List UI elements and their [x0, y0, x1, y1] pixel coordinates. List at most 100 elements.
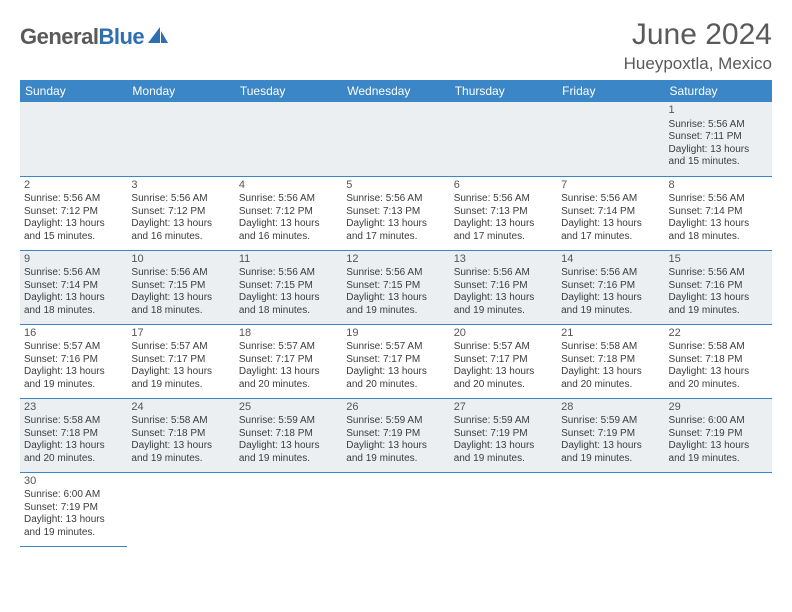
daylight-text: and 16 minutes. [131, 231, 230, 244]
weekday-header: Saturday [665, 80, 772, 102]
weekday-header-row: SundayMondayTuesdayWednesdayThursdayFrid… [20, 80, 772, 102]
daylight-text: Daylight: 13 hours [239, 292, 338, 305]
daylight-text: Daylight: 13 hours [561, 292, 660, 305]
weekday-header: Thursday [450, 80, 557, 102]
sunrise-text: Sunrise: 5:56 AM [669, 193, 768, 206]
calendar-day-cell: 26Sunrise: 5:59 AMSunset: 7:19 PMDayligh… [342, 398, 449, 472]
calendar-week-row: 16Sunrise: 5:57 AMSunset: 7:16 PMDayligh… [20, 324, 772, 398]
sunset-text: Sunset: 7:15 PM [239, 280, 338, 293]
day-number: 15 [669, 253, 768, 267]
day-number: 6 [454, 179, 553, 193]
calendar-day-cell: 19Sunrise: 5:57 AMSunset: 7:17 PMDayligh… [342, 324, 449, 398]
sunset-text: Sunset: 7:18 PM [669, 354, 768, 367]
calendar-week-row: 1Sunrise: 5:56 AMSunset: 7:11 PMDaylight… [20, 102, 772, 176]
daylight-text: Daylight: 13 hours [24, 366, 123, 379]
daylight-text: Daylight: 13 hours [24, 514, 123, 527]
calendar-day-cell: 23Sunrise: 5:58 AMSunset: 7:18 PMDayligh… [20, 398, 127, 472]
brand-blue: Blue [98, 24, 144, 49]
daylight-text: and 19 minutes. [561, 453, 660, 466]
sunset-text: Sunset: 7:16 PM [561, 280, 660, 293]
calendar-day-cell: 11Sunrise: 5:56 AMSunset: 7:15 PMDayligh… [235, 250, 342, 324]
daylight-text: and 17 minutes. [346, 231, 445, 244]
daylight-text: Daylight: 13 hours [24, 292, 123, 305]
calendar-empty-cell [557, 102, 664, 176]
daylight-text: Daylight: 13 hours [131, 366, 230, 379]
calendar-week-row: 30Sunrise: 6:00 AMSunset: 7:19 PMDayligh… [20, 472, 772, 546]
sunset-text: Sunset: 7:14 PM [561, 206, 660, 219]
calendar-day-cell: 20Sunrise: 5:57 AMSunset: 7:17 PMDayligh… [450, 324, 557, 398]
calendar-day-cell: 9Sunrise: 5:56 AMSunset: 7:14 PMDaylight… [20, 250, 127, 324]
daylight-text: Daylight: 13 hours [346, 292, 445, 305]
calendar-day-cell: 6Sunrise: 5:56 AMSunset: 7:13 PMDaylight… [450, 176, 557, 250]
sunrise-text: Sunrise: 5:56 AM [669, 267, 768, 280]
daylight-text: Daylight: 13 hours [454, 218, 553, 231]
sunset-text: Sunset: 7:19 PM [561, 428, 660, 441]
daylight-text: and 19 minutes. [561, 305, 660, 318]
daylight-text: Daylight: 13 hours [24, 218, 123, 231]
daylight-text: Daylight: 13 hours [131, 440, 230, 453]
day-number: 26 [346, 401, 445, 415]
calendar-day-cell: 8Sunrise: 5:56 AMSunset: 7:14 PMDaylight… [665, 176, 772, 250]
sunset-text: Sunset: 7:17 PM [131, 354, 230, 367]
sunset-text: Sunset: 7:19 PM [346, 428, 445, 441]
day-number: 4 [239, 179, 338, 193]
daylight-text: Daylight: 13 hours [454, 366, 553, 379]
sunset-text: Sunset: 7:14 PM [24, 280, 123, 293]
day-number: 3 [131, 179, 230, 193]
daylight-text: and 19 minutes. [239, 453, 338, 466]
daylight-text: and 18 minutes. [131, 305, 230, 318]
calendar-empty-cell [450, 102, 557, 176]
sunrise-text: Sunrise: 5:56 AM [346, 267, 445, 280]
day-number: 7 [561, 179, 660, 193]
title-block: June 2024 Hueypoxtla, Mexico [624, 18, 772, 74]
daylight-text: and 16 minutes. [239, 231, 338, 244]
calendar-empty-cell [342, 102, 449, 176]
daylight-text: Daylight: 13 hours [669, 144, 768, 157]
sunrise-text: Sunrise: 5:56 AM [239, 267, 338, 280]
sunrise-text: Sunrise: 5:56 AM [454, 193, 553, 206]
day-number: 10 [131, 253, 230, 267]
day-number: 28 [561, 401, 660, 415]
sunset-text: Sunset: 7:19 PM [669, 428, 768, 441]
day-number: 5 [346, 179, 445, 193]
daylight-text: Daylight: 13 hours [561, 218, 660, 231]
day-number: 2 [24, 179, 123, 193]
sunrise-text: Sunrise: 5:56 AM [239, 193, 338, 206]
sunrise-text: Sunrise: 5:56 AM [24, 267, 123, 280]
daylight-text: and 19 minutes. [346, 453, 445, 466]
calendar-day-cell: 13Sunrise: 5:56 AMSunset: 7:16 PMDayligh… [450, 250, 557, 324]
sunset-text: Sunset: 7:18 PM [561, 354, 660, 367]
daylight-text: and 20 minutes. [239, 379, 338, 392]
day-number: 1 [669, 104, 768, 118]
calendar-empty-cell [235, 472, 342, 546]
day-number: 20 [454, 327, 553, 341]
daylight-text: and 20 minutes. [669, 379, 768, 392]
calendar-empty-cell [127, 472, 234, 546]
daylight-text: and 18 minutes. [239, 305, 338, 318]
sunset-text: Sunset: 7:17 PM [346, 354, 445, 367]
weekday-header: Wednesday [342, 80, 449, 102]
sunrise-text: Sunrise: 5:59 AM [346, 415, 445, 428]
sunrise-text: Sunrise: 5:58 AM [24, 415, 123, 428]
daylight-text: Daylight: 13 hours [454, 292, 553, 305]
daylight-text: and 18 minutes. [669, 231, 768, 244]
calendar-table: SundayMondayTuesdayWednesdayThursdayFrid… [20, 80, 772, 547]
sunrise-text: Sunrise: 5:58 AM [561, 341, 660, 354]
daylight-text: and 20 minutes. [346, 379, 445, 392]
sunset-text: Sunset: 7:19 PM [454, 428, 553, 441]
header: GeneralBlue June 2024 Hueypoxtla, Mexico [20, 18, 772, 74]
weekday-header: Tuesday [235, 80, 342, 102]
daylight-text: and 18 minutes. [24, 305, 123, 318]
sunset-text: Sunset: 7:12 PM [24, 206, 123, 219]
day-number: 14 [561, 253, 660, 267]
day-number: 13 [454, 253, 553, 267]
day-number: 27 [454, 401, 553, 415]
sunset-text: Sunset: 7:12 PM [239, 206, 338, 219]
sunrise-text: Sunrise: 5:58 AM [131, 415, 230, 428]
calendar-empty-cell [342, 472, 449, 546]
weekday-header: Monday [127, 80, 234, 102]
day-number: 25 [239, 401, 338, 415]
sunset-text: Sunset: 7:18 PM [131, 428, 230, 441]
sunrise-text: Sunrise: 5:57 AM [346, 341, 445, 354]
daylight-text: Daylight: 13 hours [239, 218, 338, 231]
